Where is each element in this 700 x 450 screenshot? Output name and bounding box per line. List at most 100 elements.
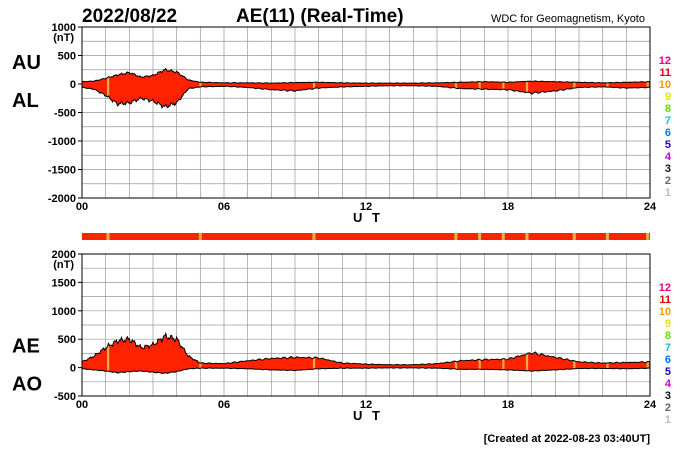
legend-count-10: 10 bbox=[659, 79, 671, 91]
ae-series-label: AE bbox=[12, 336, 40, 358]
au-al-unit-label: (nT) bbox=[53, 32, 74, 44]
legend-count-12: 12 bbox=[659, 282, 671, 294]
station-bar-base bbox=[82, 233, 650, 240]
au-al-area bbox=[82, 68, 650, 108]
station-flag-stripe bbox=[478, 81, 481, 90]
y-tick-label: 0 bbox=[70, 79, 76, 91]
x-tick-label: 00 bbox=[76, 201, 88, 213]
station-flag-stripe bbox=[312, 82, 316, 89]
x-tick-label: 18 bbox=[502, 201, 514, 213]
station-flag-stripe bbox=[606, 362, 609, 369]
station-bar-flag bbox=[501, 233, 505, 240]
station-bar-flag bbox=[312, 233, 316, 240]
legend-count-7: 7 bbox=[665, 342, 671, 354]
station-flag-stripe bbox=[525, 81, 529, 93]
y-tick-label: 500 bbox=[58, 51, 76, 63]
legend-count-2: 2 bbox=[665, 175, 671, 187]
legend-count-1: 1 bbox=[665, 414, 671, 426]
au-al-grid bbox=[81, 26, 651, 199]
al-series-label: AL bbox=[12, 90, 39, 112]
station-bar-flag bbox=[572, 233, 576, 240]
y-tick-label: 1500 bbox=[52, 277, 76, 289]
station-flag-stripe bbox=[454, 82, 458, 89]
au-al-x-axis: 00 06 12 18 24 bbox=[76, 201, 657, 213]
station-flag-stripe bbox=[573, 361, 576, 369]
x-tick-label: 06 bbox=[218, 399, 230, 411]
ae-ao-x-axis: 00 06 12 18 24 bbox=[76, 399, 657, 411]
x-tick-label: 12 bbox=[360, 201, 372, 213]
legend-count-8: 8 bbox=[665, 330, 671, 342]
upper-trace bbox=[81, 332, 651, 366]
station-flag-stripe bbox=[646, 361, 649, 368]
ae-ao-x-label: U T bbox=[353, 408, 383, 423]
y-tick-label: -2000 bbox=[48, 193, 76, 205]
station-flag-stripe bbox=[646, 81, 649, 88]
station-flag-stripe bbox=[199, 82, 202, 87]
x-tick-label: 12 bbox=[360, 399, 372, 411]
ae-ao-y-axis: 2000 1500 1000 500 0 -500 bbox=[52, 249, 82, 403]
station-bar-flag bbox=[478, 233, 482, 240]
station-flag-stripe bbox=[312, 357, 316, 369]
station-bar-flag bbox=[454, 233, 458, 240]
station-flag-stripe bbox=[573, 82, 576, 88]
y-tick-label: 2000 bbox=[52, 249, 76, 261]
au-series-label: AU bbox=[12, 52, 41, 74]
ae-ao-grid bbox=[81, 253, 651, 397]
station-flag-stripe bbox=[606, 82, 609, 88]
x-tick-label: 24 bbox=[644, 201, 657, 213]
legend-count-8: 8 bbox=[665, 103, 671, 115]
y-tick-label: -1000 bbox=[48, 136, 76, 148]
station-flag-stripe bbox=[525, 353, 529, 371]
ae-ao-panel: 2000 1500 1000 500 0 -500 00 06 12 18 24 (nT) U T… bbox=[12, 249, 657, 423]
legend-count-3: 3 bbox=[665, 390, 671, 402]
legend-count-6: 6 bbox=[665, 354, 671, 366]
chart-title: AE(11) (Real-Time) bbox=[236, 6, 404, 27]
y-tick-label: 500 bbox=[58, 334, 76, 346]
station-flag-stripe bbox=[107, 343, 110, 371]
legend-count-5: 5 bbox=[665, 139, 671, 151]
x-tick-label: 06 bbox=[218, 201, 230, 213]
ae-ao-frame bbox=[81, 253, 651, 397]
legend-count-12: 12 bbox=[659, 55, 671, 67]
au-al-traces bbox=[81, 67, 651, 109]
ae-ao-unit-label: (nT) bbox=[53, 259, 74, 271]
station-flag-stripe bbox=[502, 81, 505, 90]
station-bar-flag bbox=[605, 233, 609, 240]
au-al-x-label: U T bbox=[353, 210, 383, 225]
lower-trace bbox=[81, 367, 651, 375]
legend-count-5: 5 bbox=[665, 366, 671, 378]
ae-ao-area bbox=[82, 333, 650, 374]
created-timestamp: [Created at 2022-08-23 03:40UT] bbox=[484, 433, 651, 445]
station-flag-stripe bbox=[478, 359, 481, 370]
legend-count-4: 4 bbox=[665, 151, 672, 163]
legend-count-4: 4 bbox=[665, 378, 672, 390]
station-coverage-bar bbox=[82, 233, 650, 240]
station-flag-stripe bbox=[454, 361, 458, 370]
upper-trace bbox=[81, 67, 651, 84]
legend-count-2: 2 bbox=[665, 402, 671, 414]
credit-label: WDC for Geomagnetism, Kyoto bbox=[491, 13, 645, 25]
date-label: 2022/08/22 bbox=[82, 6, 177, 27]
station-bar-flag bbox=[198, 233, 202, 240]
ae-ao-station-flags bbox=[107, 343, 649, 371]
legend-count-6: 6 bbox=[665, 127, 671, 139]
y-tick-label: 0 bbox=[70, 363, 76, 375]
y-tick-label: -500 bbox=[54, 108, 76, 120]
station-bar-flag bbox=[106, 233, 110, 240]
ae-ao-traces bbox=[81, 332, 651, 375]
legend-count-1: 1 bbox=[665, 187, 671, 199]
y-tick-label: -500 bbox=[54, 391, 76, 403]
station-flag-stripe bbox=[199, 363, 202, 369]
au-al-station-flags bbox=[107, 76, 649, 96]
station-flag-stripe bbox=[107, 76, 110, 96]
ao-series-label: AO bbox=[12, 374, 42, 396]
envelope-fill bbox=[82, 68, 650, 108]
legend-count-10: 10 bbox=[659, 306, 671, 318]
legend-count-11: 11 bbox=[659, 294, 671, 306]
au-al-panel: 1000 500 0 -500 -1000 -1500 -2000 00 06 12 18 24 (… bbox=[12, 22, 657, 225]
legend-count-3: 3 bbox=[665, 163, 671, 175]
lower-trace bbox=[81, 84, 651, 109]
